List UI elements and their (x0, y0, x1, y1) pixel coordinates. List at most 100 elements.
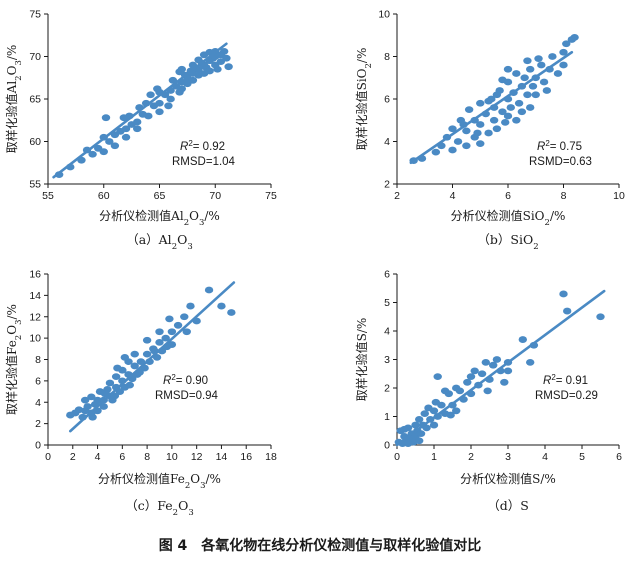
data-point (113, 364, 122, 372)
x-tick-label: 70 (209, 190, 221, 202)
x-tick-label: 6 (616, 451, 622, 463)
r-squared-label: R2= 0.92 (180, 139, 225, 154)
data-point (142, 350, 152, 358)
data-point (559, 290, 568, 298)
fit-line (409, 50, 574, 165)
data-point (155, 328, 164, 336)
x-tick-label: 16 (240, 451, 252, 463)
panel-caption: （c）Fe2O3 (125, 498, 194, 518)
data-point (512, 116, 521, 124)
data-point (514, 99, 524, 107)
data-point (105, 138, 114, 145)
data-point (570, 33, 579, 41)
data-point (563, 307, 572, 315)
data-point (416, 430, 426, 437)
data-point (146, 91, 155, 99)
data-point (492, 125, 502, 133)
data-point (452, 384, 461, 392)
data-point (523, 91, 532, 99)
data-point (506, 104, 515, 111)
y-tick-label: 2 (384, 383, 390, 395)
data-point (80, 396, 90, 404)
data-point (437, 401, 446, 409)
x-tick-label: 6 (505, 190, 511, 202)
data-point (93, 396, 102, 404)
data-point (222, 54, 231, 62)
data-point (553, 70, 563, 77)
data-point (411, 421, 420, 429)
x-tick-label: 1 (431, 451, 437, 463)
data-point (175, 68, 184, 76)
data-point (161, 334, 170, 342)
data-point (164, 102, 173, 110)
panel-d: 0 1 2 3 4 5 6 0 1 2 3 4 5 6 R2= 0.91 RMSD=0.29 分析仪检测值S/%… (354, 269, 622, 514)
data-point (476, 140, 485, 148)
x-tick-label: 60 (98, 190, 110, 202)
y-tick-label: 70 (29, 51, 41, 63)
y-tick-label: 6 (384, 94, 390, 106)
y-axis-label: 取样化验值SiO2/% (354, 48, 374, 151)
data-point (188, 76, 198, 84)
data-point (119, 114, 129, 122)
data-point (466, 373, 476, 380)
x-tick-label: 12 (191, 451, 203, 463)
y-tick-label: 4 (384, 326, 390, 338)
data-point (484, 97, 493, 105)
x-axis-label: 分析仪检测值Al2O3/% (99, 208, 220, 228)
data-point (219, 48, 229, 55)
data-point (548, 53, 557, 60)
data-point (142, 336, 152, 344)
y-tick-label: 0 (384, 440, 390, 452)
x-tick-label: 2 (394, 190, 400, 202)
data-point (452, 407, 461, 415)
x-tick-label: 4 (95, 451, 101, 463)
y-tick-label: 14 (29, 290, 41, 302)
data-point (503, 367, 513, 375)
rmsd-label: RMSD=1.04 (172, 156, 236, 168)
x-tick-label: 75 (265, 190, 277, 202)
data-point (110, 142, 120, 150)
y-tick-label: 0 (35, 440, 41, 452)
data-point (155, 339, 164, 346)
data-point (542, 87, 552, 94)
data-point (99, 148, 108, 156)
x-axis-label: 分析仪检测值S/% (460, 471, 556, 486)
data-point (400, 425, 409, 433)
data-point (526, 104, 535, 111)
x-tick-label: 10 (166, 451, 178, 463)
data-point (422, 424, 431, 432)
data-point (100, 390, 110, 398)
y-axis-label: 取样化验值Fe2O3/% (4, 304, 24, 415)
data-point (165, 315, 174, 323)
y-tick-label: 4 (384, 136, 390, 148)
data-point (484, 129, 493, 137)
data-point (448, 125, 457, 133)
data-point (489, 361, 498, 369)
y-tick-label: 55 (29, 179, 41, 191)
data-point (213, 65, 222, 73)
data-point (498, 108, 507, 116)
data-point (503, 65, 513, 73)
data-point (167, 328, 177, 336)
data-point (87, 393, 96, 401)
x-tick-label: 18 (265, 451, 277, 463)
data-point (537, 61, 546, 69)
x-axis-label: 分析仪检测值Fe2O3/% (98, 471, 221, 491)
data-point (523, 57, 532, 65)
x-tick-label: 65 (154, 190, 166, 202)
data-point (440, 387, 450, 395)
data-point (448, 146, 457, 154)
data-point (144, 112, 153, 120)
data-point (403, 440, 413, 447)
figure-title: 图 4 各氧化物在线分析仪检测值与取样化验值对比 (159, 537, 482, 554)
panel-caption: （b）SiO2 (477, 232, 538, 252)
data-point (489, 116, 499, 124)
data-point (420, 410, 429, 418)
x-tick-label: 10 (613, 190, 625, 202)
data-point (433, 373, 442, 380)
data-point (133, 125, 142, 133)
y-tick-label: 6 (384, 269, 390, 281)
panel-c: 0 2 4 6 8 10 12 14 16 18 0 2 4 6 8 10 12 14 16 R2= 0.90 RMSD… (4, 269, 277, 519)
data-point (205, 67, 214, 75)
